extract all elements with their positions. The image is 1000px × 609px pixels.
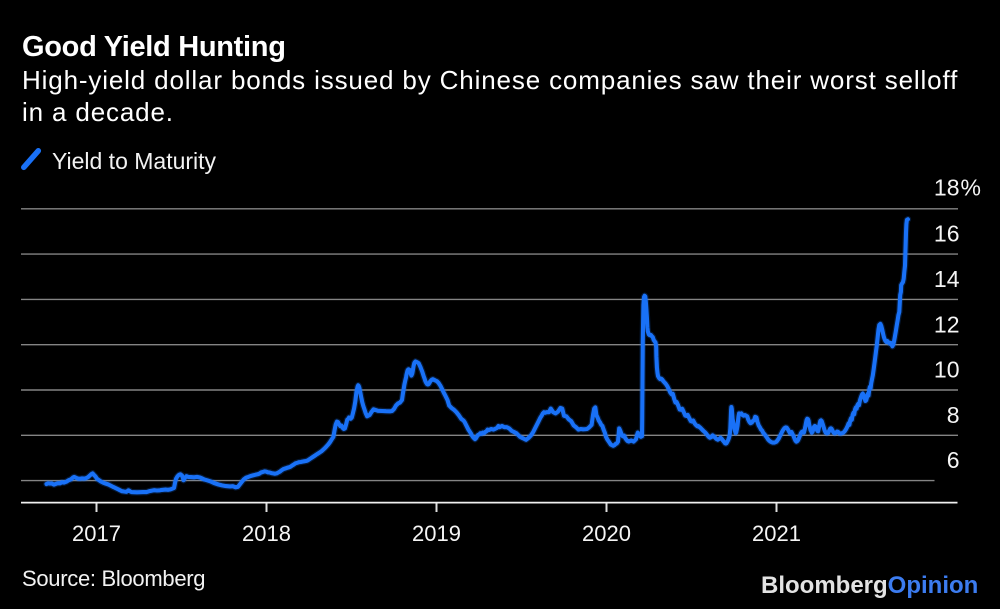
svg-text:2017: 2017: [72, 521, 121, 546]
svg-text:6: 6: [947, 447, 960, 473]
svg-text:10: 10: [934, 357, 960, 383]
svg-text:%: %: [961, 175, 981, 201]
svg-text:16: 16: [934, 221, 960, 247]
svg-text:2020: 2020: [582, 521, 631, 546]
svg-text:8: 8: [947, 402, 960, 428]
svg-text:12: 12: [934, 311, 960, 337]
svg-text:2019: 2019: [412, 521, 461, 546]
svg-text:14: 14: [934, 266, 960, 292]
svg-text:2018: 2018: [242, 521, 291, 546]
svg-text:18: 18: [934, 175, 960, 201]
svg-text:2021: 2021: [752, 521, 801, 546]
